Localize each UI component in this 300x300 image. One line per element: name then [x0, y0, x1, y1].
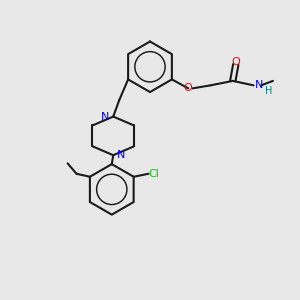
Text: N: N: [255, 80, 263, 90]
Text: N: N: [117, 150, 125, 160]
Text: O: O: [184, 83, 193, 93]
Text: O: O: [231, 57, 240, 67]
Text: H: H: [265, 86, 272, 96]
Text: Cl: Cl: [148, 169, 159, 179]
Text: N: N: [101, 112, 110, 122]
